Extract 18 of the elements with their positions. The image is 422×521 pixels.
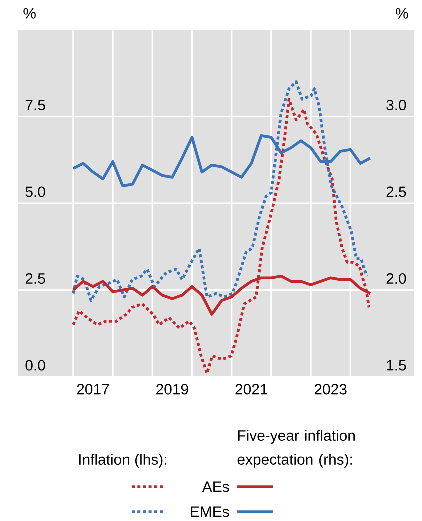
- legend-label: EMEs: [191, 506, 230, 518]
- x-tick-label: 2017: [77, 384, 110, 395]
- x-tick-label: 2019: [156, 384, 188, 395]
- y-axis-title: %: [24, 8, 36, 19]
- y-tick-label: 0.0: [26, 360, 46, 371]
- x-tick-label: 2023: [314, 384, 347, 395]
- y2-tick-label: 3.0: [386, 100, 406, 111]
- y2-tick-label: 2.0: [386, 273, 406, 284]
- y-tick-label: 2.5: [26, 273, 46, 284]
- text: Inflation (lhs):: [79, 454, 166, 468]
- y-tick-label: 7.5: [26, 100, 46, 111]
- legend-label: AEs: [202, 482, 230, 492]
- y2-tick-label: 2.5: [386, 186, 406, 198]
- x-tick-label: 2021: [236, 384, 268, 395]
- y2-axis-title: %: [396, 8, 408, 19]
- text: Five-year inflation expectation (rhs):: [238, 430, 355, 468]
- y-tick-label: 5.0: [26, 186, 46, 198]
- y2-tick-label: 1.5: [387, 360, 406, 371]
